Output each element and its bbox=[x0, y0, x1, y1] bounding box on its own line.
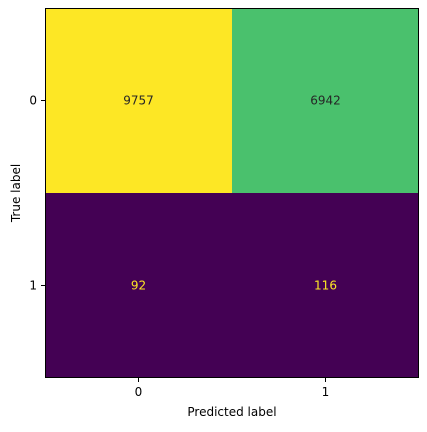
cell-value-label: 6942 bbox=[310, 94, 341, 108]
heatmap-cells bbox=[45, 8, 419, 378]
cell-value-labels: 9757 6942 92 116 bbox=[123, 94, 341, 293]
axis-ticks: 0 1 0 1 bbox=[29, 94, 329, 400]
plot-frame bbox=[45, 8, 419, 378]
cell-value-label: 116 bbox=[314, 279, 337, 293]
x-tick-label: 0 bbox=[135, 385, 143, 399]
x-axis-label: Predicted label bbox=[187, 405, 276, 419]
y-tick-label: 1 bbox=[29, 279, 37, 293]
heatmap-cell bbox=[232, 8, 419, 193]
heatmap-cell bbox=[45, 8, 232, 193]
cell-value-label: 9757 bbox=[123, 94, 154, 108]
x-tick-label: 1 bbox=[322, 385, 330, 399]
y-axis-label: True label bbox=[9, 164, 23, 223]
heatmap-cell bbox=[232, 193, 419, 378]
cell-value-label: 92 bbox=[131, 279, 146, 293]
heatmap-cell bbox=[45, 193, 232, 378]
y-tick-label: 0 bbox=[29, 94, 37, 108]
